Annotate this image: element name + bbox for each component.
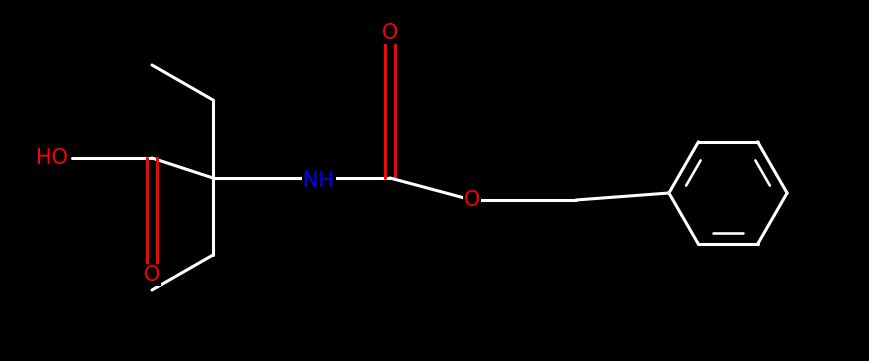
Text: HO: HO [36, 148, 68, 168]
Text: O: O [464, 190, 481, 210]
Text: NH: NH [303, 171, 335, 191]
Text: O: O [143, 265, 160, 285]
Text: O: O [381, 23, 398, 43]
